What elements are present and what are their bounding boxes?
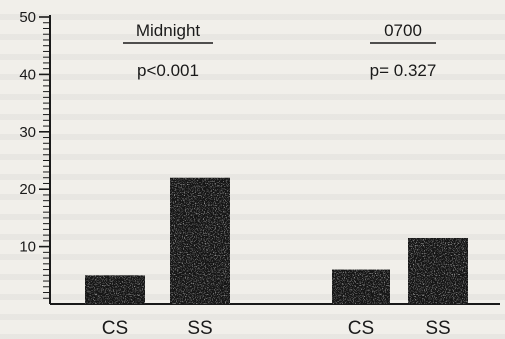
y-tick-label: 30 (19, 124, 36, 141)
chart-bars (85, 177, 468, 304)
x-category-label: SS (425, 318, 450, 339)
bar-midnight-ss (170, 177, 230, 304)
y-tick-label: 50 (19, 9, 36, 26)
y-tick-label: 40 (19, 66, 36, 83)
p-value-label: p= 0.327 (370, 61, 437, 80)
bar-midnight-cs (85, 275, 145, 304)
x-category-label: CS (102, 318, 128, 339)
y-tick-label: 10 (19, 239, 36, 256)
group-title: 0700 (384, 21, 422, 40)
group-title: Midnight (136, 21, 201, 40)
y-tick-label: 20 (19, 181, 36, 198)
bar-0700-ss (408, 237, 468, 304)
x-category-label: CS (348, 318, 374, 339)
bar-0700-cs (332, 269, 390, 304)
chart-labels: 10 20 30 40 50 Midnight p<0.001 CS SS 0700 p= 0.32… (19, 9, 450, 339)
p-value-label: p<0.001 (137, 61, 199, 80)
x-category-label: SS (187, 318, 212, 339)
